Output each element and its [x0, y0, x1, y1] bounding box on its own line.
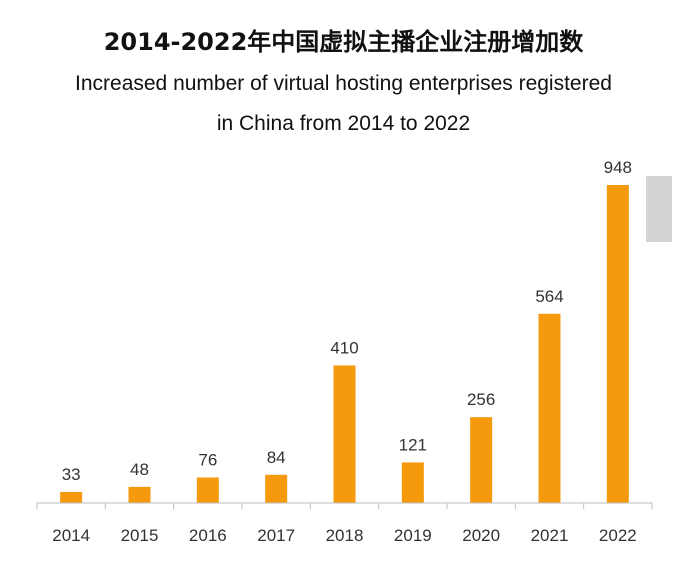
x-tick-label-2014: 2014 [52, 526, 90, 545]
value-label-2020: 256 [467, 390, 495, 409]
bar-2016 [196, 477, 219, 503]
value-labels: 33 48 76 84 410 121 256 564 948 [62, 158, 632, 484]
x-axis-tick-labels: 2014 2015 2016 2017 2018 2019 2020 2021 2022 [52, 526, 636, 545]
bar-series [60, 185, 629, 503]
value-label-2017: 84 [267, 448, 286, 467]
chart-title-english-line-1: Increased number of virtual hosting ente… [75, 72, 612, 95]
bar-2014 [60, 491, 83, 503]
x-tick-label-2017: 2017 [257, 526, 295, 545]
scrollbar-thumb[interactable] [646, 176, 672, 242]
value-label-2016: 76 [198, 451, 217, 470]
value-label-2014: 33 [62, 465, 81, 484]
value-label-2018: 410 [330, 338, 358, 357]
bar-2017 [265, 474, 288, 503]
chart-title-english-line-2: in China from 2014 to 2022 [216, 112, 471, 135]
x-tick-label-2015: 2015 [121, 526, 159, 545]
bar-2018 [333, 365, 356, 503]
x-tick-label-2022: 2022 [599, 526, 637, 545]
bar-2019 [401, 462, 424, 503]
value-label-2021: 564 [535, 287, 563, 306]
bar-2022 [606, 185, 629, 503]
x-tick-label-2019: 2019 [394, 526, 432, 545]
bar-2020 [470, 417, 493, 503]
value-label-2022: 948 [604, 158, 632, 177]
bar-2015 [128, 486, 151, 503]
x-tick-label-2016: 2016 [189, 526, 227, 545]
value-label-2019: 121 [399, 435, 427, 454]
x-tick-label-2018: 2018 [326, 526, 364, 545]
x-tick-label-2021: 2021 [531, 526, 569, 545]
chart-title-chinese: 2014-2022年中国虚拟主播企业注册增加数 [103, 28, 584, 56]
value-label-2015: 48 [130, 460, 149, 479]
x-tick-label-2020: 2020 [462, 526, 500, 545]
x-axis-ticks [36, 503, 653, 509]
bar-2021 [538, 313, 561, 503]
